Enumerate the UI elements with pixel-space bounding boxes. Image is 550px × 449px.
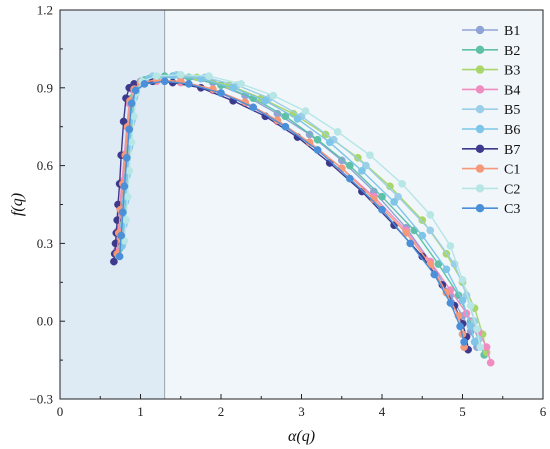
legend-marker [476,184,484,192]
data-point [457,323,464,330]
legend-label: B7 [504,143,520,158]
y-tick-label: 0.0 [37,314,53,329]
data-point [121,183,128,190]
data-point [314,136,321,143]
x-tick-label: 3 [298,404,305,419]
data-point [378,193,385,200]
legend-label: B1 [504,24,520,39]
data-point [294,115,301,122]
data-point [419,232,426,239]
data-point [124,193,131,200]
data-point [238,80,245,87]
data-point [487,359,494,366]
legend-label: B2 [504,44,520,59]
legend-marker [476,145,484,153]
data-point [131,113,138,120]
data-point [447,299,454,306]
data-point [230,84,237,91]
legend-label: B4 [504,83,520,98]
data-point [205,73,212,80]
data-point [270,92,277,99]
x-tick-label: 0 [57,404,64,419]
data-point [282,123,289,130]
data-point [427,227,434,234]
data-point [378,206,385,213]
data-point [185,80,192,87]
data-point [467,323,474,330]
data-point [177,71,184,78]
data-point [169,73,176,80]
data-point [250,104,257,111]
data-point [128,100,135,107]
y-tick-label: 0.6 [37,158,54,173]
data-point [326,139,333,146]
data-point [141,80,148,87]
data-point [302,108,309,115]
data-point [461,338,468,345]
legend-label: C2 [504,182,520,197]
legend-marker [476,125,484,133]
shaded-region [60,10,165,399]
x-tick-label: 6 [540,404,547,419]
legend-label: B3 [504,64,520,79]
x-tick-label: 4 [379,404,386,419]
x-tick-label: 1 [137,404,144,419]
legend-marker [476,105,484,113]
data-point [473,325,480,332]
data-point [161,78,168,85]
x-axis-label: α(q) [288,428,315,445]
data-point [116,253,123,260]
data-point [128,139,135,146]
x-tick-label: 5 [459,404,466,419]
x-tick-label: 2 [218,404,225,419]
data-point [447,242,454,249]
data-point [467,302,474,309]
data-point [126,167,133,174]
data-point [459,297,466,304]
data-point [477,344,484,351]
y-axis-label: f(q) [9,193,26,216]
legend-marker [476,85,484,93]
data-point [119,209,126,216]
data-point [126,126,133,133]
legend-marker [476,46,484,54]
data-point [123,154,130,161]
data-point [110,258,117,265]
data-point [314,146,321,153]
data-point [427,211,434,218]
data-point [262,97,269,104]
data-point [346,175,353,182]
data-point [217,89,224,96]
data-point [407,240,414,247]
data-point [334,128,341,135]
legend-marker [476,65,484,73]
data-point [399,180,406,187]
legend-label: B6 [504,123,520,138]
legend-marker [476,164,484,172]
legend-label: C1 [504,163,520,178]
data-point [431,271,438,278]
legend-label: B5 [504,103,520,118]
data-point [118,232,125,239]
data-point [366,152,373,159]
data-point [153,73,160,80]
data-point [471,338,478,345]
legend-marker [476,204,484,212]
data-point [443,266,450,273]
y-tick-label: 1.2 [37,3,53,18]
legend-label: C3 [504,202,520,217]
data-point [122,217,129,224]
plot-area [60,10,543,399]
data-point [132,87,139,94]
y-tick-label: 0.3 [37,236,53,251]
legend-marker [476,26,484,34]
data-point [358,167,365,174]
data-point [483,344,490,351]
data-point [391,198,398,205]
y-tick-label: 0.9 [37,80,53,95]
y-tick-label: −0.3 [29,392,53,407]
data-point [358,188,365,195]
data-point [459,276,466,283]
